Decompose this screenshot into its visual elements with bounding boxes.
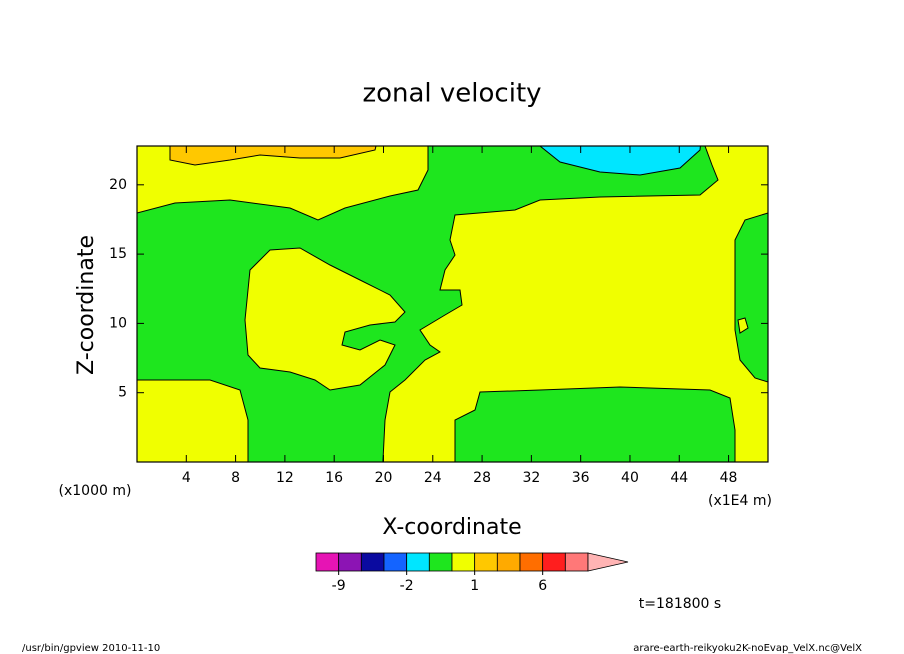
colorbar-box xyxy=(315,552,340,572)
colorbar-box xyxy=(474,552,498,572)
x-tick-label: 44 xyxy=(670,470,688,486)
x-tick-label: 16 xyxy=(325,470,343,486)
colorbar-extension xyxy=(587,552,629,572)
colorbar-box xyxy=(428,552,453,572)
chart-title: zonal velocity xyxy=(362,79,541,109)
x-tick-label: 48 xyxy=(720,470,738,486)
contour-field xyxy=(137,146,768,462)
colorbar-tick-label: 6 xyxy=(538,578,547,594)
x-tick-label: 8 xyxy=(231,470,240,486)
contour-region xyxy=(137,146,719,462)
footer-right: arare-earth-reikyoku2K-noEvap_VelX.nc@Ve… xyxy=(633,643,862,654)
x-tick-label: 4 xyxy=(182,470,191,486)
colorbar-box xyxy=(542,552,566,572)
footer-left: /usr/bin/gpview 2010-11-10 xyxy=(22,643,160,654)
x-tick-label: 32 xyxy=(522,470,540,486)
x-tick-label: 40 xyxy=(621,470,639,486)
time-label: t=181800 s xyxy=(639,596,721,612)
colorbar-box xyxy=(451,552,476,572)
plot-frame xyxy=(136,145,769,463)
x-tick-label: 36 xyxy=(572,470,590,486)
contour-region xyxy=(169,146,377,166)
contour-region xyxy=(539,146,701,176)
colorbar-box xyxy=(519,552,544,572)
y-tick-label: 5 xyxy=(118,385,127,401)
x-axis-label: X-coordinate xyxy=(382,515,521,540)
x-unit-label: (x1000 m) xyxy=(59,483,132,499)
x-tick-label: 28 xyxy=(473,470,491,486)
colorbar-box xyxy=(564,552,589,572)
y-tick-label: 20 xyxy=(109,177,127,193)
contour-region xyxy=(734,212,768,383)
y-tick-label: 15 xyxy=(109,246,127,262)
colorbar-box xyxy=(406,552,430,572)
y-tick-label: 10 xyxy=(109,315,127,331)
x-tick-label: 24 xyxy=(424,470,442,486)
colorbar-box xyxy=(360,552,385,572)
contour-region xyxy=(244,247,406,391)
colorbar-box xyxy=(383,552,408,572)
colorbar-box xyxy=(338,552,362,572)
y-axis-label: Z-coordinate xyxy=(74,235,99,375)
x-tick-label: 20 xyxy=(375,470,393,486)
colorbar-tick-label: -9 xyxy=(332,578,346,594)
x-tick-label: 12 xyxy=(276,470,294,486)
colorbar-tick-label: -2 xyxy=(400,578,414,594)
x-unit-label: (x1E4 m) xyxy=(708,493,772,509)
contour-region xyxy=(454,386,736,462)
colorbar-box xyxy=(496,552,521,572)
contour-region xyxy=(737,317,749,334)
colorbar-tick-label: 1 xyxy=(470,578,479,594)
